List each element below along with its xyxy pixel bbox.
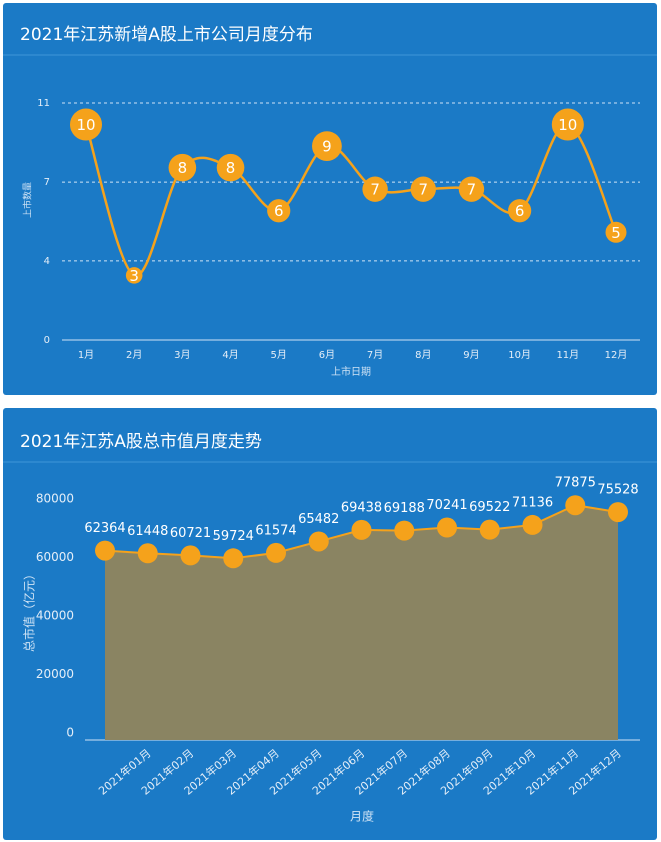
x-tick-label: 11月 [556, 349, 579, 361]
point [216, 153, 245, 182]
data-label: 61574 [255, 523, 296, 538]
chart-title: 2021年江苏A股总市值月度走势 [20, 432, 262, 452]
data-label: 7 [370, 181, 380, 199]
point [410, 176, 436, 202]
point [70, 108, 102, 141]
data-label: 6 [515, 202, 525, 220]
chart-title: 2021年江苏新增A股上市公司月度分布 [20, 25, 313, 45]
point [266, 542, 286, 563]
point [437, 517, 457, 538]
data-label: 69188 [384, 501, 425, 516]
data-label: 3 [129, 267, 139, 285]
x-axis-label: 上市日期 [331, 365, 371, 378]
point [267, 199, 291, 223]
data-label: 59724 [213, 529, 254, 544]
y-axis-label: 总市值（亿元） [22, 568, 37, 652]
data-label: 70241 [426, 498, 467, 513]
data-label: 69438 [341, 500, 382, 515]
data-label: 75528 [597, 483, 638, 498]
data-label: 5 [611, 224, 621, 242]
data-label: 71136 [512, 495, 553, 510]
point [608, 502, 628, 523]
x-tick-label: 5月 [271, 349, 287, 361]
y-tick-label: 0 [66, 726, 74, 740]
x-axis-label: 月度 [350, 809, 374, 824]
x-tick-label: 4月 [222, 349, 238, 361]
data-label: 6 [274, 202, 284, 220]
y-tick-label: 4 [44, 256, 50, 267]
data-label: 7 [418, 181, 428, 199]
data-label: 8 [178, 159, 188, 177]
data-label: 7 [467, 181, 477, 199]
x-tick-label: 6月 [319, 349, 335, 361]
point [508, 199, 532, 223]
x-tick-label: 2月 [126, 349, 142, 361]
x-tick-label: 1月 [78, 349, 94, 361]
data-label: 10 [558, 116, 577, 134]
data-label: 61448 [127, 524, 168, 539]
point [168, 153, 197, 182]
y-tick-label: 60000 [36, 550, 74, 564]
y-tick-label: 20000 [36, 667, 74, 681]
y-tick-label: 7 [44, 177, 50, 188]
x-tick-label: 9月 [463, 349, 479, 361]
y-tick-label: 40000 [36, 609, 74, 623]
point [605, 221, 627, 243]
data-label: 9 [322, 138, 332, 156]
x-tick-label: 3月 [174, 349, 190, 361]
point [394, 520, 415, 541]
data-label: 65482 [298, 512, 339, 527]
point [125, 267, 143, 284]
x-tick-label: 7月 [367, 349, 383, 361]
x-tick-label: 12月 [605, 349, 628, 361]
data-label: 62364 [84, 521, 125, 536]
point [458, 176, 485, 202]
y-tick-label: 11 [37, 98, 50, 109]
point [362, 176, 388, 202]
point [137, 543, 158, 564]
point [312, 131, 342, 161]
panel [3, 3, 657, 395]
x-tick-label: 10月 [508, 349, 531, 361]
point [479, 519, 500, 540]
y-axis-label: 上市数量 [22, 182, 34, 218]
point [551, 108, 584, 141]
data-label: 10 [76, 116, 95, 134]
data-label: 77875 [555, 476, 596, 491]
point [522, 514, 543, 535]
y-tick-label: 80000 [36, 492, 74, 506]
point [180, 545, 201, 566]
y-tick-label: 0 [44, 335, 50, 346]
point [308, 531, 329, 552]
point [351, 519, 372, 540]
data-label: 60721 [170, 526, 211, 541]
data-label: 69522 [469, 500, 510, 515]
point [565, 495, 586, 516]
point [95, 540, 115, 561]
data-label: 8 [226, 159, 236, 177]
x-tick-label: 8月 [415, 349, 431, 361]
point [223, 548, 244, 569]
